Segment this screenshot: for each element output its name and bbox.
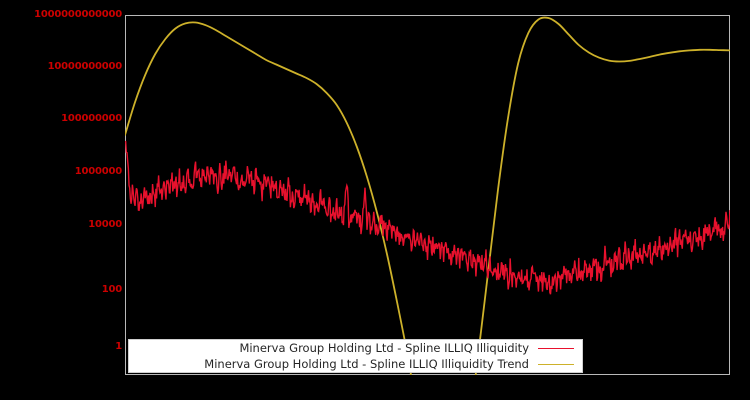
legend-swatch-illiquidity — [538, 347, 574, 349]
y-tick-label: 1000000000000 — [34, 9, 122, 20]
legend-swatch-trend — [538, 363, 574, 365]
y-tick-label: 100000000 — [61, 113, 122, 124]
legend-entry-trend: Minerva Group Holding Ltd - Spline ILLIQ… — [129, 356, 582, 372]
y-axis: 1000000000000 10000000000 100000000 1000… — [0, 0, 122, 400]
series-line-trend — [125, 16, 730, 375]
plot-frame — [125, 15, 730, 375]
plot-area — [125, 16, 730, 375]
legend: Minerva Group Holding Ltd - Spline ILLIQ… — [128, 339, 583, 373]
series-line-illiquidity — [125, 140, 730, 295]
y-tick-label: 1000000 — [74, 166, 123, 177]
y-tick-label: 10000000000 — [47, 61, 123, 72]
y-tick-label: 100 — [101, 284, 122, 295]
legend-label-illiquidity: Minerva Group Holding Ltd - Spline ILLIQ… — [239, 341, 529, 355]
y-tick-label: 10000 — [88, 219, 122, 230]
legend-label-trend: Minerva Group Holding Ltd - Spline ILLIQ… — [204, 357, 529, 371]
y-tick-label: 1 — [115, 341, 122, 352]
legend-entry-illiquidity: Minerva Group Holding Ltd - Spline ILLIQ… — [129, 340, 582, 356]
